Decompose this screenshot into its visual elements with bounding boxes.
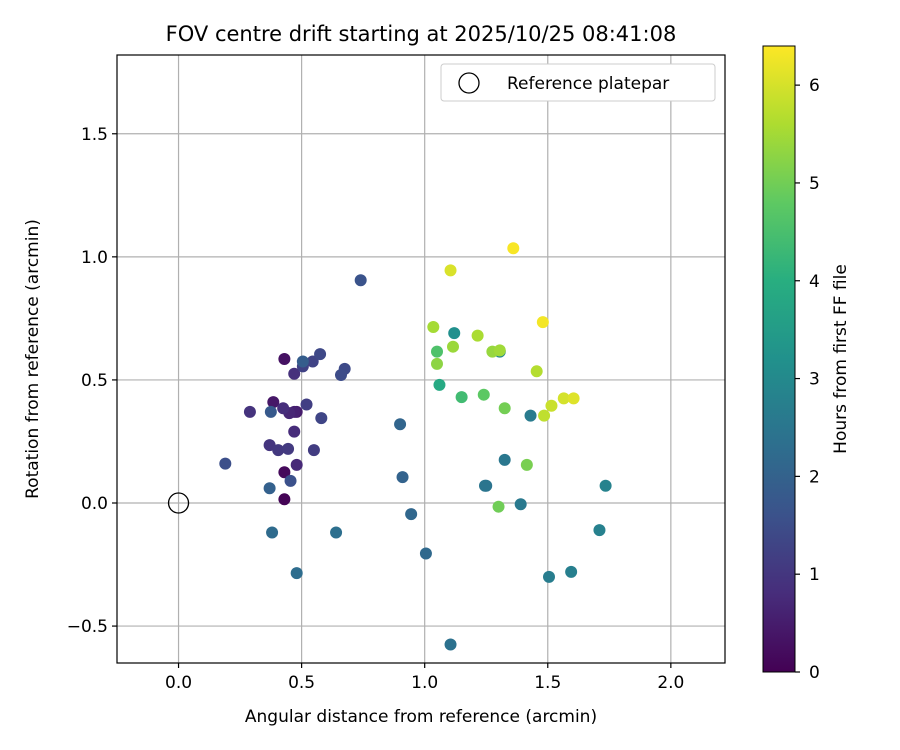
data-point — [277, 402, 290, 415]
chart-title: FOV centre drift starting at 2025/10/25 … — [166, 22, 677, 46]
colorbar-ticks: 0 1 2 3 4 5 6 — [795, 76, 820, 683]
data-point — [300, 398, 313, 411]
data-point — [419, 547, 432, 560]
colorbar: 0 1 2 3 4 5 6 Hours from first FF file — [762, 45, 851, 683]
data-point — [264, 405, 277, 418]
data-point — [498, 453, 511, 466]
data-point — [267, 396, 280, 409]
data-point — [536, 316, 549, 329]
y-tick-label: 1.0 — [81, 248, 108, 268]
data-point — [557, 392, 570, 405]
data-point — [243, 405, 256, 418]
data-point — [567, 392, 580, 405]
data-point — [315, 412, 328, 425]
y-axis-ticks: −0.5 0.0 0.5 1.0 1.5 — [67, 125, 117, 637]
legend: Reference platepar — [440, 63, 716, 102]
data-point — [278, 466, 291, 479]
data-point — [455, 391, 468, 404]
data-point — [593, 524, 606, 537]
reference-marker — [167, 492, 190, 514]
data-point — [354, 274, 367, 287]
data-point — [282, 442, 295, 455]
data-point — [471, 329, 484, 342]
data-point — [530, 365, 543, 378]
data-point — [219, 457, 232, 470]
grid-lines — [117, 55, 725, 663]
data-point — [477, 388, 490, 401]
colorbar-tick-label: 3 — [809, 370, 820, 390]
data-point — [565, 565, 578, 578]
data-point — [288, 367, 301, 380]
x-tick-label: 1.0 — [411, 673, 438, 693]
data-point — [405, 508, 418, 521]
data-point — [272, 444, 285, 457]
data-point — [278, 493, 291, 506]
colorbar-tick-label: 4 — [809, 272, 820, 292]
data-point — [394, 418, 407, 431]
data-point — [427, 321, 440, 333]
data-point — [498, 402, 511, 415]
colorbar-tick-label: 6 — [809, 76, 820, 96]
y-tick-label: 1.5 — [81, 125, 108, 145]
colorbar-tick-label: 1 — [809, 565, 820, 585]
y-tick-label: −0.5 — [67, 617, 108, 637]
data-point — [444, 264, 457, 277]
data-point — [448, 327, 461, 340]
data-point — [493, 344, 506, 357]
x-axis-ticks: 0.0 0.5 1.0 1.5 2.0 — [165, 663, 684, 693]
data-point — [507, 242, 520, 255]
data-point — [278, 353, 291, 365]
data-point — [514, 498, 527, 511]
x-tick-label: 0.5 — [288, 673, 315, 693]
y-axis-label: Rotation from reference (arcmin) — [23, 219, 43, 499]
data-point — [290, 567, 303, 580]
data-point — [431, 357, 443, 370]
data-point — [396, 471, 409, 484]
data-point — [296, 355, 309, 368]
x-tick-label: 0.0 — [165, 673, 192, 693]
data-point — [335, 369, 347, 381]
data-point — [290, 458, 303, 471]
colorbar-tick-label: 0 — [809, 663, 820, 683]
data-point — [543, 570, 555, 583]
data-point — [263, 482, 276, 495]
data-point — [288, 425, 301, 438]
data-point — [524, 409, 537, 422]
data-point — [307, 444, 320, 457]
legend-entry-reference: Reference platepar — [507, 74, 669, 94]
data-point — [545, 399, 558, 412]
data-point — [520, 458, 533, 471]
data-point — [284, 474, 297, 487]
data-points — [219, 242, 612, 651]
reference-platepar-point — [167, 492, 190, 514]
data-point — [479, 479, 491, 492]
colorbar-label: Hours from first FF file — [831, 264, 851, 454]
data-point — [447, 340, 459, 353]
data-point — [433, 378, 446, 391]
colorbar-tick-label: 5 — [809, 174, 820, 194]
x-axis-label: Angular distance from reference (arcmin) — [245, 707, 597, 727]
data-point — [492, 500, 505, 513]
x-tick-label: 1.5 — [534, 673, 561, 693]
data-point — [266, 526, 279, 539]
colorbar-tick-label: 2 — [809, 467, 820, 487]
data-point — [599, 479, 612, 492]
legend-reference-marker — [458, 72, 480, 94]
colorbar-gradient — [762, 45, 796, 673]
data-point — [431, 345, 443, 358]
data-point — [306, 355, 319, 368]
data-point — [314, 348, 327, 361]
data-point — [444, 638, 457, 651]
y-tick-label: 0.5 — [81, 371, 108, 391]
data-point — [330, 526, 343, 539]
plot-frame — [116, 54, 726, 664]
y-tick-label: 0.0 — [81, 494, 108, 514]
legend-box — [440, 63, 716, 102]
x-tick-label: 2.0 — [657, 673, 684, 693]
data-point — [538, 409, 551, 422]
